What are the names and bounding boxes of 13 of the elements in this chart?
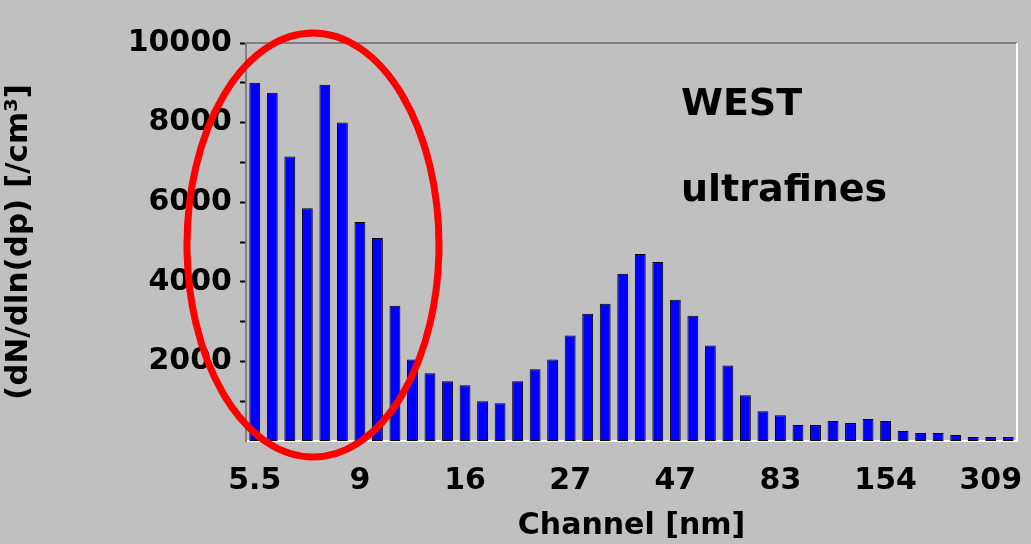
x-tick-label: 83 [759, 460, 802, 496]
y-axis-title: (dN/dln(dp) [/cm³] [0, 84, 34, 400]
annotation: WEST [681, 79, 803, 124]
x-tick-label: 27 [549, 460, 592, 496]
x-tick-label: 47 [654, 460, 697, 496]
x-axis-title: Channel [nm] [517, 505, 746, 541]
x-tick-label: 9 [349, 460, 371, 496]
y-tick-label: 10000 [127, 22, 232, 58]
x-tick-label: 16 [444, 460, 486, 496]
x-tick-label: 5.5 [228, 460, 282, 496]
x-tick-label: 154 [854, 460, 917, 496]
annotation: ultrafines [681, 165, 888, 210]
x-tick-label: 309 [959, 460, 1023, 496]
